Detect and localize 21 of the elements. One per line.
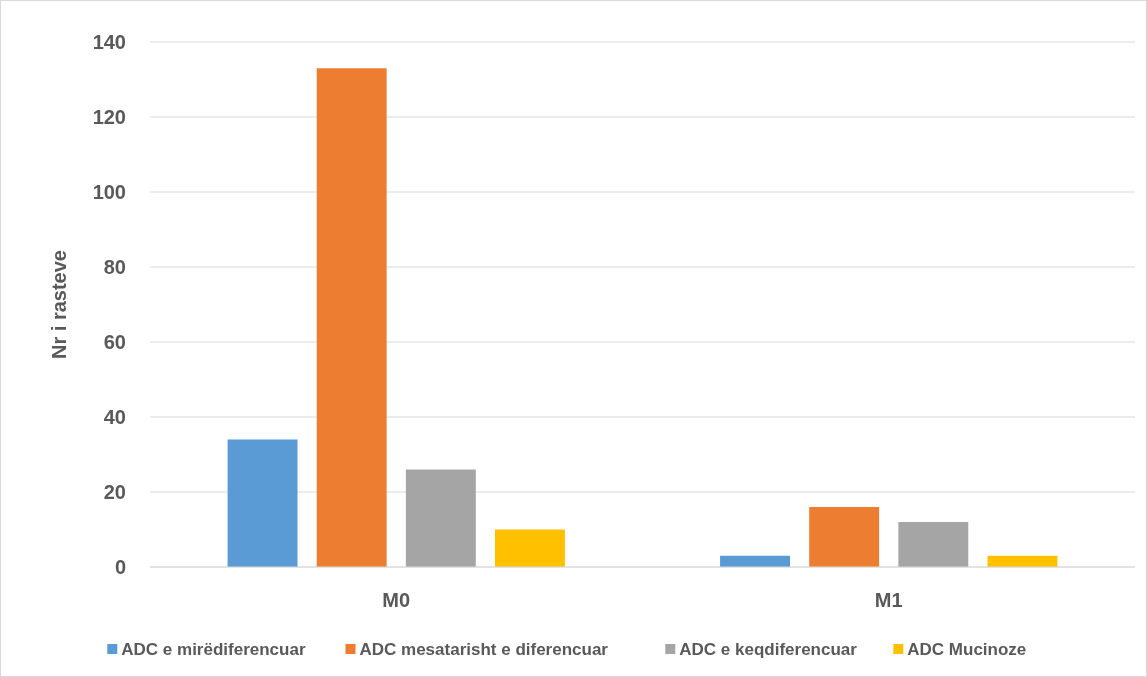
bar <box>227 439 298 567</box>
bar <box>316 68 387 567</box>
bar <box>809 507 880 567</box>
legend-label: ADC e keqdiferencuar <box>679 639 858 659</box>
legend-label: ADC mesatarisht e diferencuar <box>359 639 609 659</box>
legend-label: ADC e mirëdiferencuar <box>121 639 306 659</box>
y-tick-label: 120 <box>92 106 126 128</box>
y-tick-label: 80 <box>103 256 126 278</box>
y-tick-label: 40 <box>103 406 126 428</box>
y-tick-label: 0 <box>114 556 126 578</box>
bar <box>405 469 476 567</box>
y-tick-label: 140 <box>92 31 126 53</box>
y-axis-title: Nr i rasteve <box>48 250 70 359</box>
y-tick-label: 60 <box>103 331 126 353</box>
bar <box>495 529 565 567</box>
legend-label: ADC Mucinoze <box>907 639 1027 659</box>
x-tick-label: M0 <box>382 589 411 611</box>
y-tick-label: 100 <box>92 181 126 203</box>
bar <box>898 522 969 567</box>
y-tick-label: 20 <box>103 481 126 503</box>
x-tick-label: M1 <box>874 589 903 611</box>
